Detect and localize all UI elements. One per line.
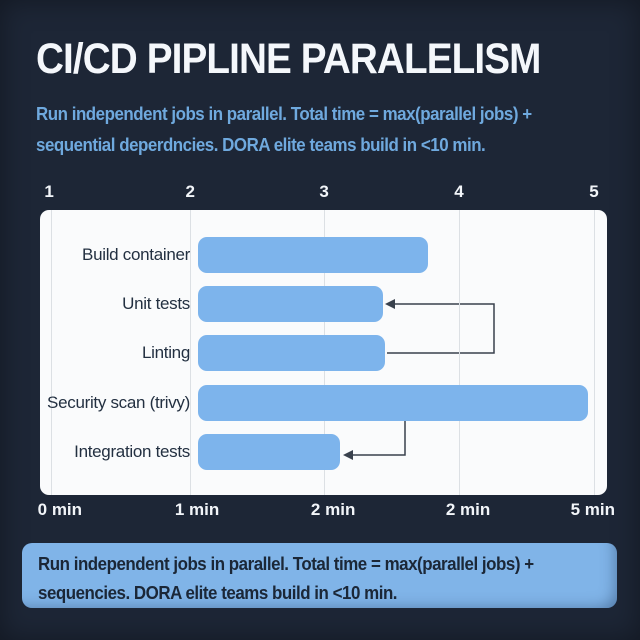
- top-axis-tick: 3: [319, 182, 329, 201]
- bottom-axis-tick: 5 min: [570, 500, 616, 519]
- subtitle-line-1: Run independent jobs in parallel. Total …: [36, 104, 532, 124]
- callout-line-1: Run independent jobs in parallel. Total …: [38, 554, 534, 574]
- gridline: [593, 210, 595, 495]
- row-label: Integration tests: [74, 442, 190, 461]
- bottom-axis-tick: 2 min: [445, 500, 491, 519]
- task-bar: [198, 286, 384, 322]
- row-label: Build container: [82, 245, 190, 264]
- page-title: CI/CD PIPLINE PARALELISM: [36, 35, 541, 83]
- dependency-arrowhead: [385, 299, 395, 309]
- row-label: Linting: [142, 343, 190, 362]
- dependency-arrows: [343, 299, 495, 460]
- gridline: [190, 210, 192, 495]
- task-bar: [198, 237, 429, 273]
- gridline: [51, 210, 53, 495]
- top-axis: 1 2 3 4 5: [40, 180, 607, 204]
- top-axis-tick: 2: [185, 182, 195, 201]
- bottom-axis-tick: 0 min: [37, 500, 83, 519]
- top-axis-tick: 5: [589, 182, 599, 201]
- dependency-arrowhead: [343, 450, 353, 460]
- row-label: Unit tests: [122, 294, 190, 313]
- task-bar: [198, 335, 386, 371]
- bottom-axis-tick: 1 min: [174, 500, 220, 519]
- gridline: [459, 210, 460, 495]
- dependency-arrow-line: [352, 421, 406, 456]
- task-bar: [198, 385, 589, 421]
- bottom-axis: 0 min 1 min 2 min 2 min 5 min: [37, 498, 615, 522]
- subtitle-line-2: sequential deperdncies. DORA elite teams…: [36, 135, 486, 155]
- chart-panel: Build container Unit tests Linting Security…: [40, 210, 607, 495]
- subtitle: Run independent jobs in parallel. Total …: [36, 99, 619, 161]
- top-axis-tick: 1: [44, 182, 54, 201]
- row-label: Security scan (trivy): [47, 393, 190, 412]
- bottom-axis-tick: 2 min: [310, 500, 356, 519]
- task-bar: [198, 434, 340, 470]
- top-axis-tick: 4: [454, 182, 464, 201]
- dependency-arrow-line: [387, 303, 495, 354]
- callout-box: Run independent jobs in parallel. Total …: [22, 543, 617, 608]
- callout-line-2: sequencies. DORA elite teams build in <1…: [38, 583, 398, 603]
